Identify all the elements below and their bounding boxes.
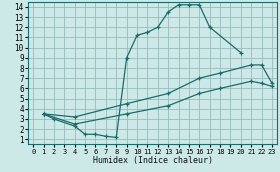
X-axis label: Humidex (Indice chaleur): Humidex (Indice chaleur) — [93, 156, 213, 165]
